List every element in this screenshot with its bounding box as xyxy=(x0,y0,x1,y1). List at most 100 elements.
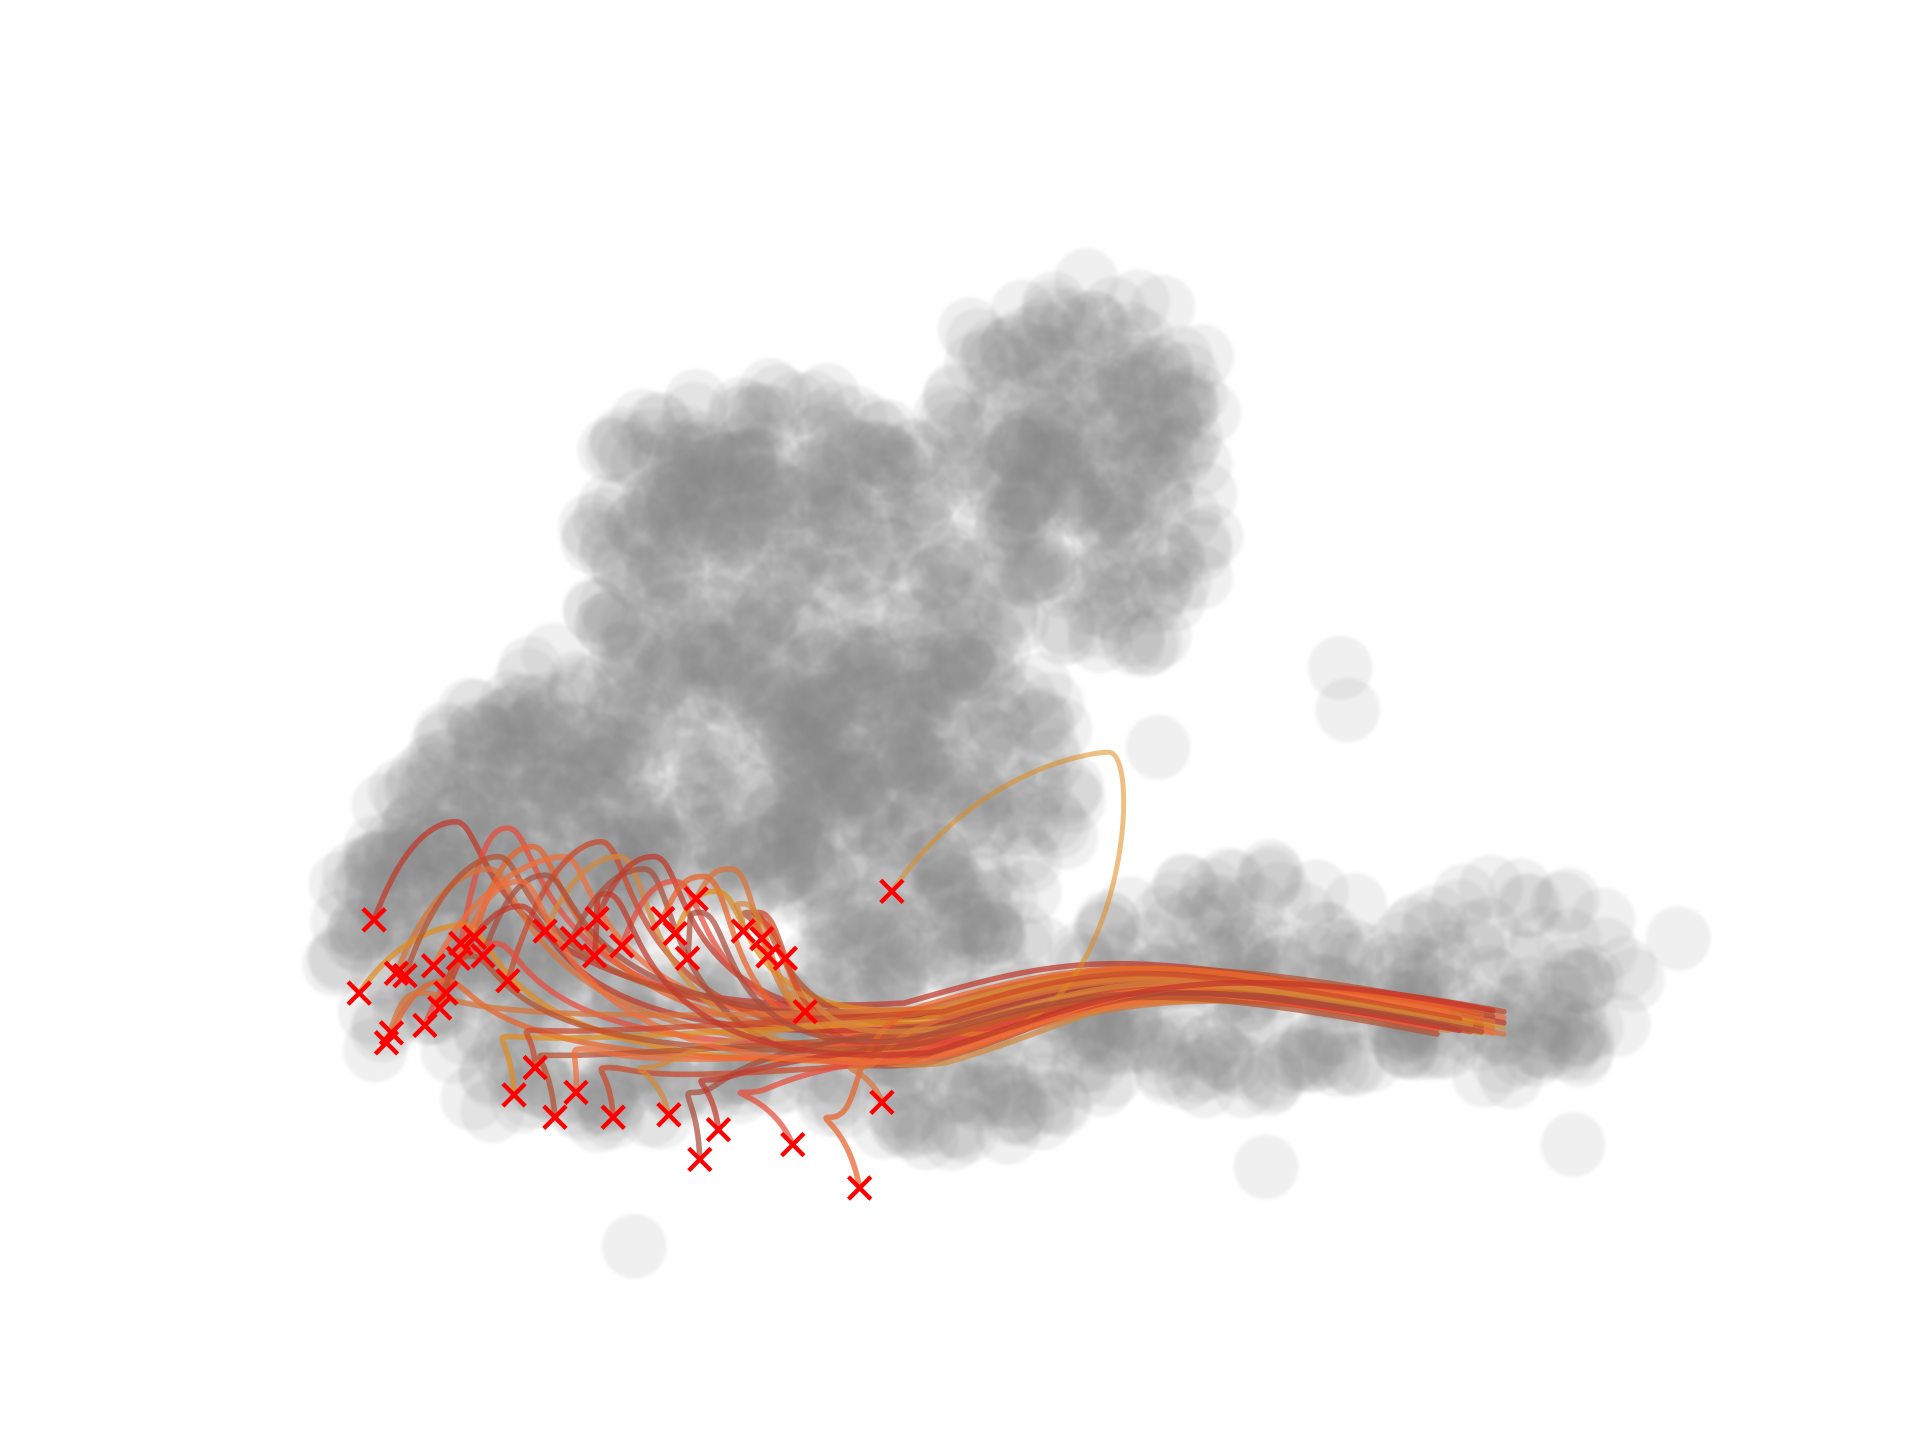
endpoint-x-marker xyxy=(772,945,799,972)
endpoint-x-stroke xyxy=(433,980,459,1006)
background-point xyxy=(691,705,756,770)
background-point xyxy=(993,466,1059,532)
background-point xyxy=(858,723,923,789)
endpoint-x-stroke xyxy=(373,1030,400,1056)
background-point xyxy=(1130,274,1195,340)
endpoint-x-marker xyxy=(470,943,496,969)
endpoint-x-stroke xyxy=(869,1089,895,1116)
endpoint-x-marker xyxy=(383,960,410,986)
trajectory-line xyxy=(684,909,1485,1045)
background-point xyxy=(680,426,745,491)
background-point xyxy=(876,908,941,973)
endpoint-x-stroke xyxy=(772,945,799,972)
background-point xyxy=(984,1078,1049,1143)
endpoint-x-marker xyxy=(581,943,608,969)
background-point xyxy=(321,840,387,906)
endpoint-x-marker xyxy=(563,1079,589,1106)
endpoint-x-marker xyxy=(373,1030,400,1056)
endpoint-x-stroke xyxy=(792,999,818,1025)
background-point xyxy=(751,693,817,758)
background-point xyxy=(1011,692,1076,758)
background-point xyxy=(733,814,799,880)
endpoint-x-marker xyxy=(361,907,387,933)
background-point xyxy=(571,712,636,778)
background-point xyxy=(641,625,706,690)
background-point xyxy=(1237,839,1303,904)
background-point xyxy=(1011,537,1076,602)
endpoint-x-marker xyxy=(730,918,756,944)
background-point xyxy=(1213,912,1278,978)
background-point xyxy=(1116,911,1182,976)
endpoint-x-marker xyxy=(674,945,701,972)
endpoint-x-marker xyxy=(427,995,453,1021)
endpoint-x-stroke xyxy=(683,886,709,912)
background-point xyxy=(789,390,854,456)
endpoint-x-marker xyxy=(656,1102,682,1128)
background-point xyxy=(892,830,958,895)
background-point xyxy=(1481,987,1547,1053)
endpoint-x-marker xyxy=(532,918,558,944)
background-point xyxy=(760,465,825,531)
endpoint-x-stroke xyxy=(501,1082,527,1108)
endpoint-x-marker xyxy=(879,878,905,905)
endpoint-x-marker xyxy=(495,967,521,994)
background-point xyxy=(1540,1006,1605,1072)
endpoint-x-stroke xyxy=(470,943,496,969)
background-point xyxy=(794,849,860,915)
background-point xyxy=(513,769,579,834)
endpoint-x-stroke xyxy=(609,933,635,959)
background-point-cloud xyxy=(302,248,1711,1279)
endpoint-x-stroke xyxy=(656,1102,682,1128)
background-point xyxy=(1305,1032,1370,1098)
endpoint-x-stroke xyxy=(749,925,775,952)
background-point xyxy=(307,923,373,989)
background-point xyxy=(958,325,1024,391)
endpoint-x-stroke xyxy=(420,953,447,979)
background-point xyxy=(602,1214,667,1279)
endpoint-x-marker xyxy=(749,925,775,952)
endpoint-x-marker xyxy=(445,945,472,972)
endpoint-x-stroke xyxy=(674,945,701,972)
endpoint-x-marker xyxy=(433,980,459,1006)
endpoint-x-stroke xyxy=(559,925,585,952)
endpoint-x-marker xyxy=(461,924,488,950)
endpoint-x-marker xyxy=(420,953,447,979)
endpoint-x-marker xyxy=(392,963,418,989)
endpoint-x-stroke xyxy=(879,878,905,905)
endpoint-x-stroke xyxy=(522,1054,548,1081)
endpoint-x-stroke xyxy=(542,1104,568,1130)
endpoint-x-stroke xyxy=(780,1131,806,1158)
background-point xyxy=(912,383,978,449)
trajectory-lines xyxy=(356,749,1507,1191)
background-point xyxy=(1282,924,1347,990)
background-point xyxy=(1132,1033,1198,1099)
background-point xyxy=(934,1098,999,1164)
endpoint-x-marker xyxy=(780,1131,806,1158)
endpoint-x-marker xyxy=(501,1082,527,1108)
endpoint-markers xyxy=(346,878,905,1201)
endpoint-x-stroke xyxy=(445,945,472,972)
background-point xyxy=(1098,506,1164,572)
endpoint-x-stroke xyxy=(346,980,372,1006)
endpoint-x-stroke xyxy=(495,967,521,994)
background-point xyxy=(738,385,803,451)
background-point xyxy=(1315,677,1380,743)
background-point xyxy=(677,487,743,553)
background-point xyxy=(934,636,999,701)
endpoint-x-marker xyxy=(346,980,372,1006)
endpoint-x-stroke xyxy=(846,1175,873,1201)
endpoint-x-marker xyxy=(559,925,585,952)
background-point xyxy=(545,650,611,716)
background-point xyxy=(405,742,471,807)
endpoint-x-marker xyxy=(687,1146,713,1173)
background-point xyxy=(619,407,684,473)
endpoint-x-stroke xyxy=(383,960,410,986)
endpoint-x-stroke xyxy=(730,918,756,944)
endpoint-x-stroke xyxy=(427,995,453,1021)
endpoint-x-stroke xyxy=(563,1079,589,1106)
endpoint-x-stroke xyxy=(392,963,418,989)
endpoint-x-stroke xyxy=(584,905,610,932)
trajectory-line xyxy=(591,891,1496,1058)
endpoint-x-marker xyxy=(609,933,635,959)
endpoint-x-marker xyxy=(542,1104,568,1130)
